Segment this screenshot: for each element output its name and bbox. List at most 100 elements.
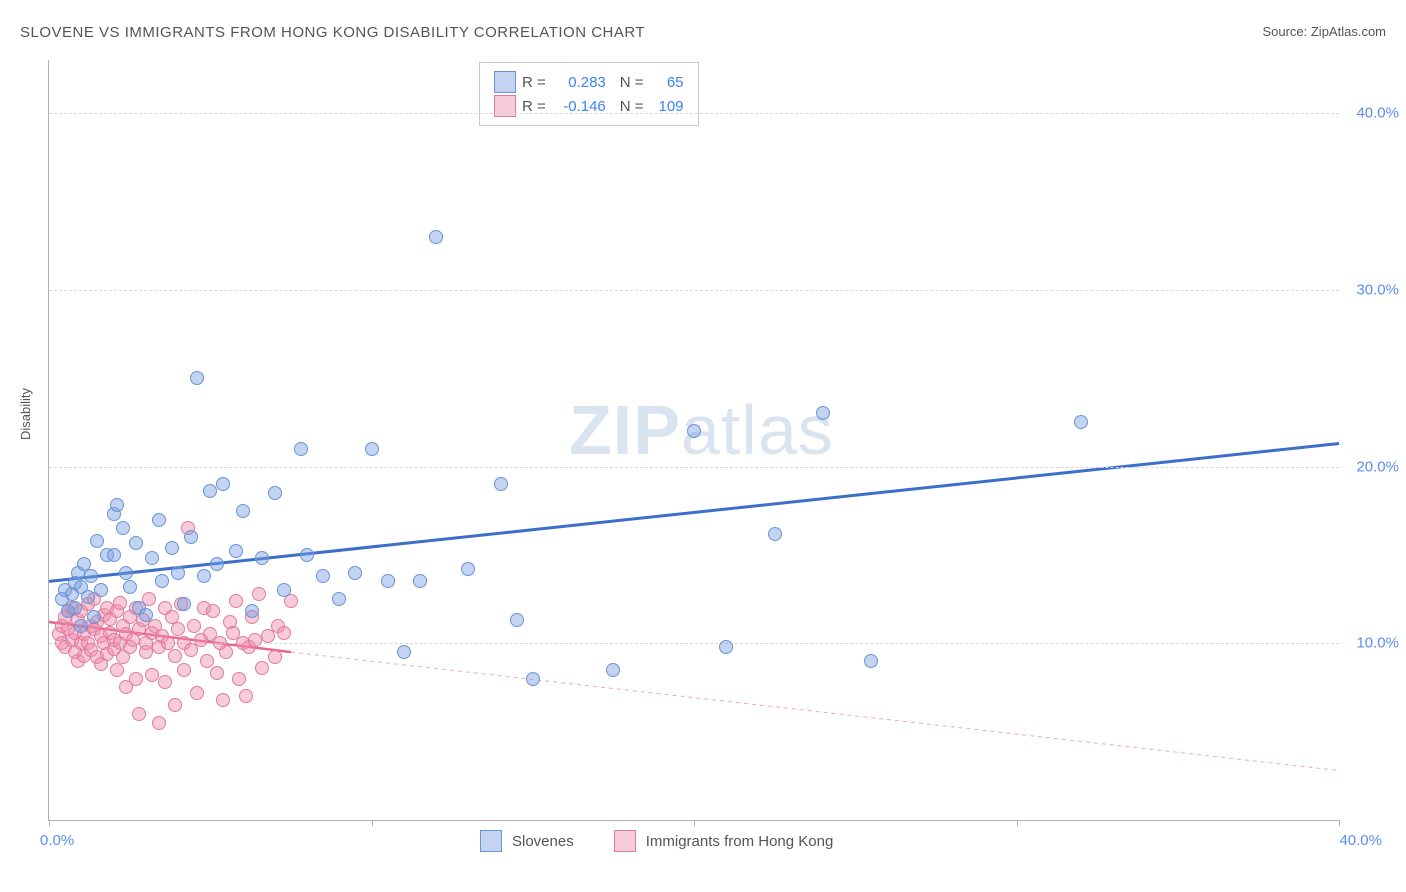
data-point bbox=[229, 544, 243, 558]
data-point bbox=[864, 654, 878, 668]
data-point bbox=[219, 645, 233, 659]
data-point bbox=[229, 594, 243, 608]
x-tick bbox=[372, 820, 373, 826]
data-point bbox=[255, 551, 269, 565]
data-point bbox=[119, 566, 133, 580]
data-point bbox=[381, 574, 395, 588]
data-point bbox=[239, 689, 253, 703]
data-point bbox=[187, 619, 201, 633]
chart-container: SLOVENE VS IMMIGRANTS FROM HONG KONG DIS… bbox=[0, 0, 1406, 892]
grid-line bbox=[49, 467, 1339, 468]
x-tick-min: 0.0% bbox=[40, 832, 74, 849]
legend-label-1: Slovenes bbox=[512, 833, 574, 850]
data-point bbox=[155, 574, 169, 588]
data-point bbox=[129, 536, 143, 550]
legend-stats-row-1: R = 0.283 N = 65 bbox=[494, 71, 684, 93]
data-point bbox=[300, 548, 314, 562]
data-point bbox=[197, 569, 211, 583]
data-point bbox=[252, 587, 266, 601]
data-point bbox=[132, 707, 146, 721]
legend-label-2: Immigrants from Hong Kong bbox=[646, 833, 834, 850]
data-point bbox=[68, 601, 82, 615]
data-point bbox=[90, 534, 104, 548]
y-axis-label: Disability bbox=[18, 388, 33, 440]
data-point bbox=[210, 557, 224, 571]
data-point bbox=[190, 686, 204, 700]
watermark: ZIPatlas bbox=[569, 390, 834, 470]
data-point bbox=[277, 626, 291, 640]
data-point bbox=[110, 498, 124, 512]
data-point bbox=[87, 610, 101, 624]
data-point bbox=[248, 633, 262, 647]
data-point bbox=[461, 562, 475, 576]
data-point bbox=[116, 521, 130, 535]
source-label: Source: ZipAtlas.com bbox=[1262, 24, 1386, 39]
x-tick bbox=[694, 820, 695, 826]
trend-lines-svg bbox=[49, 60, 1339, 820]
data-point bbox=[816, 406, 830, 420]
data-point bbox=[84, 569, 98, 583]
data-point bbox=[177, 663, 191, 677]
x-tick bbox=[1339, 820, 1340, 826]
legend-stats: R = 0.283 N = 65 R = -0.146 N = 109 bbox=[479, 62, 699, 126]
data-point bbox=[206, 604, 220, 618]
legend-swatch-bottom-2 bbox=[614, 830, 636, 852]
legend-swatch-bottom-1 bbox=[480, 830, 502, 852]
trend-line bbox=[291, 652, 1339, 770]
data-point bbox=[294, 442, 308, 456]
data-point bbox=[268, 486, 282, 500]
legend-swatch-slovenes bbox=[494, 71, 516, 93]
data-point bbox=[139, 608, 153, 622]
data-point bbox=[236, 504, 250, 518]
data-point bbox=[1074, 415, 1088, 429]
y-tick-label: 30.0% bbox=[1356, 281, 1399, 298]
data-point bbox=[510, 613, 524, 627]
data-point bbox=[268, 650, 282, 664]
data-point bbox=[152, 716, 166, 730]
data-point bbox=[152, 513, 166, 527]
y-tick-label: 20.0% bbox=[1356, 458, 1399, 475]
r-value-2: -0.146 bbox=[552, 98, 606, 115]
x-tick bbox=[49, 820, 50, 826]
data-point bbox=[200, 654, 214, 668]
data-point bbox=[190, 371, 204, 385]
data-point bbox=[429, 230, 443, 244]
data-point bbox=[245, 604, 259, 618]
n-value-1: 65 bbox=[650, 74, 684, 91]
data-point bbox=[107, 548, 121, 562]
data-point bbox=[123, 580, 137, 594]
data-point bbox=[158, 675, 172, 689]
x-tick bbox=[1017, 820, 1018, 826]
data-point bbox=[316, 569, 330, 583]
data-point bbox=[129, 672, 143, 686]
data-point bbox=[81, 590, 95, 604]
data-point bbox=[332, 592, 346, 606]
data-point bbox=[494, 477, 508, 491]
data-point bbox=[145, 668, 159, 682]
data-point bbox=[232, 672, 246, 686]
data-point bbox=[413, 574, 427, 588]
grid-line bbox=[49, 290, 1339, 291]
data-point bbox=[94, 583, 108, 597]
data-point bbox=[210, 666, 224, 680]
data-point bbox=[184, 530, 198, 544]
y-tick-label: 10.0% bbox=[1356, 635, 1399, 652]
data-point bbox=[397, 645, 411, 659]
n-value-2: 109 bbox=[650, 98, 684, 115]
data-point bbox=[348, 566, 362, 580]
data-point bbox=[255, 661, 269, 675]
data-point bbox=[110, 663, 124, 677]
grid-line bbox=[49, 113, 1339, 114]
data-point bbox=[216, 693, 230, 707]
data-point bbox=[277, 583, 291, 597]
data-point bbox=[687, 424, 701, 438]
plot-area: ZIPatlas R = 0.283 N = 65 R = -0.146 N =… bbox=[48, 60, 1339, 821]
data-point bbox=[113, 596, 127, 610]
chart-title: SLOVENE VS IMMIGRANTS FROM HONG KONG DIS… bbox=[20, 24, 645, 41]
data-point bbox=[171, 566, 185, 580]
data-point bbox=[365, 442, 379, 456]
data-point bbox=[165, 541, 179, 555]
r-value-1: 0.283 bbox=[552, 74, 606, 91]
data-point bbox=[216, 477, 230, 491]
data-point bbox=[606, 663, 620, 677]
